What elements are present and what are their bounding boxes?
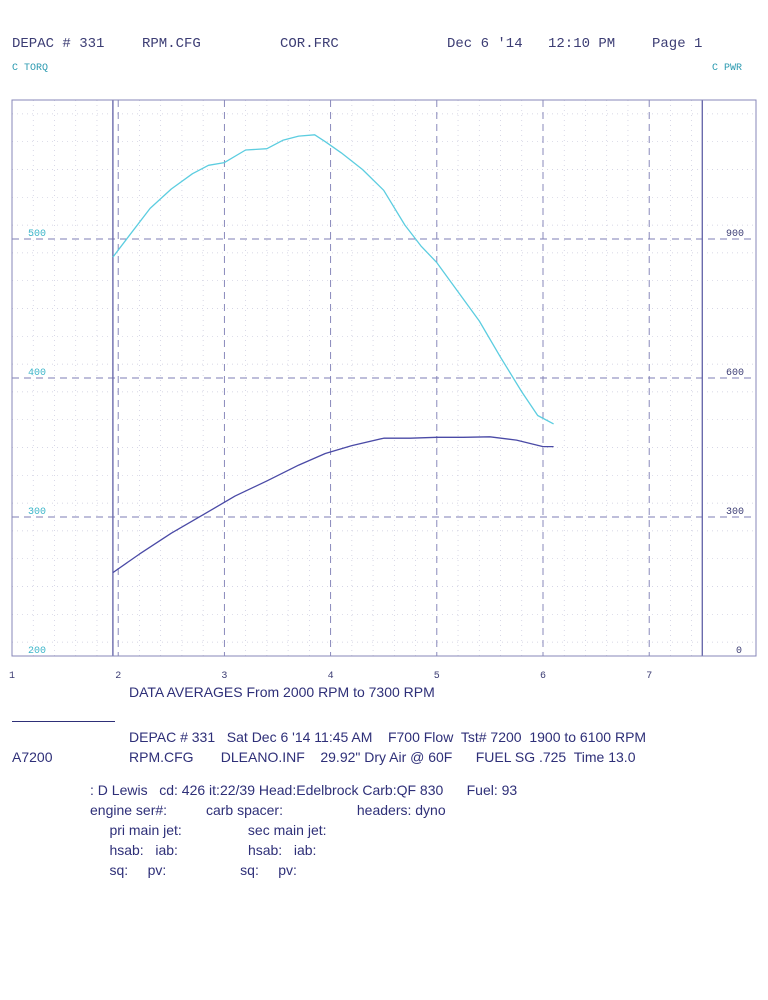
major-grid xyxy=(12,100,756,656)
torq-tick-label: 400 xyxy=(28,368,46,379)
right-axis-name: C PWR xyxy=(712,63,743,74)
tick-labels: 1 2 3 4 5 6 7 200 300 400 500 0 300 600 900 xyxy=(9,229,744,682)
header-date: Dec 6 '14 xyxy=(447,36,523,52)
torq-tick-label: 200 xyxy=(28,646,46,657)
header-cfg: RPM.CFG xyxy=(142,36,201,52)
x-tick-label: 6 xyxy=(540,671,546,682)
power-curve xyxy=(112,436,554,574)
footer-test-id: A7200 xyxy=(12,749,53,765)
left-axis-name: C TORQ xyxy=(12,63,49,74)
pwr-tick-label: 0 xyxy=(736,646,742,657)
engine-info-4: hsab: iab: hsab: iab: xyxy=(90,842,317,858)
header-time: 12:10 PM xyxy=(548,36,616,52)
pwr-tick-label: 300 xyxy=(726,507,744,518)
header-frc: COR.FRC xyxy=(280,36,339,52)
footer-line-1: DEPAC # 331 Sat Dec 6 '14 11:45 AM F700 … xyxy=(129,729,647,745)
header-depac: DEPAC # 331 xyxy=(12,36,105,52)
header-page: Page 1 xyxy=(652,36,703,52)
minor-grid xyxy=(12,100,756,656)
torq-tick-label: 300 xyxy=(28,507,46,518)
engine-info-3: pri main jet: sec main jet: xyxy=(90,822,327,838)
engine-info-1: : D Lewis cd: 426 it:22/39 Head:Edelbroc… xyxy=(90,782,518,798)
footer-line-2: RPM.CFG DLEANO.INF 29.92" Dry Air @ 60F … xyxy=(129,749,636,765)
x-tick-label: 4 xyxy=(328,671,334,682)
engine-info-5: sq: pv: sq: pv: xyxy=(90,862,297,878)
torq-tick-label: 500 xyxy=(28,229,46,240)
engine-info-2: engine ser#: carb spacer: headers: dyno xyxy=(90,802,446,818)
plot-frame xyxy=(11,99,757,657)
torque-curve xyxy=(112,134,554,425)
divider xyxy=(12,721,115,722)
x-tick-label: 3 xyxy=(221,671,227,682)
data-averages-title: DATA AVERAGES From 2000 RPM to 7300 RPM xyxy=(129,684,435,700)
x-tick-label: 2 xyxy=(115,671,121,682)
series-lines xyxy=(112,134,554,574)
dyno-chart: 1 2 3 4 5 6 7 200 300 400 500 0 300 600 900 xyxy=(9,99,757,682)
pwr-tick-label: 600 xyxy=(726,368,744,379)
x-tick-label: 1 xyxy=(9,671,15,682)
x-tick-label: 5 xyxy=(434,671,440,682)
pwr-tick-label: 900 xyxy=(726,229,744,240)
x-tick-label: 7 xyxy=(646,671,652,682)
